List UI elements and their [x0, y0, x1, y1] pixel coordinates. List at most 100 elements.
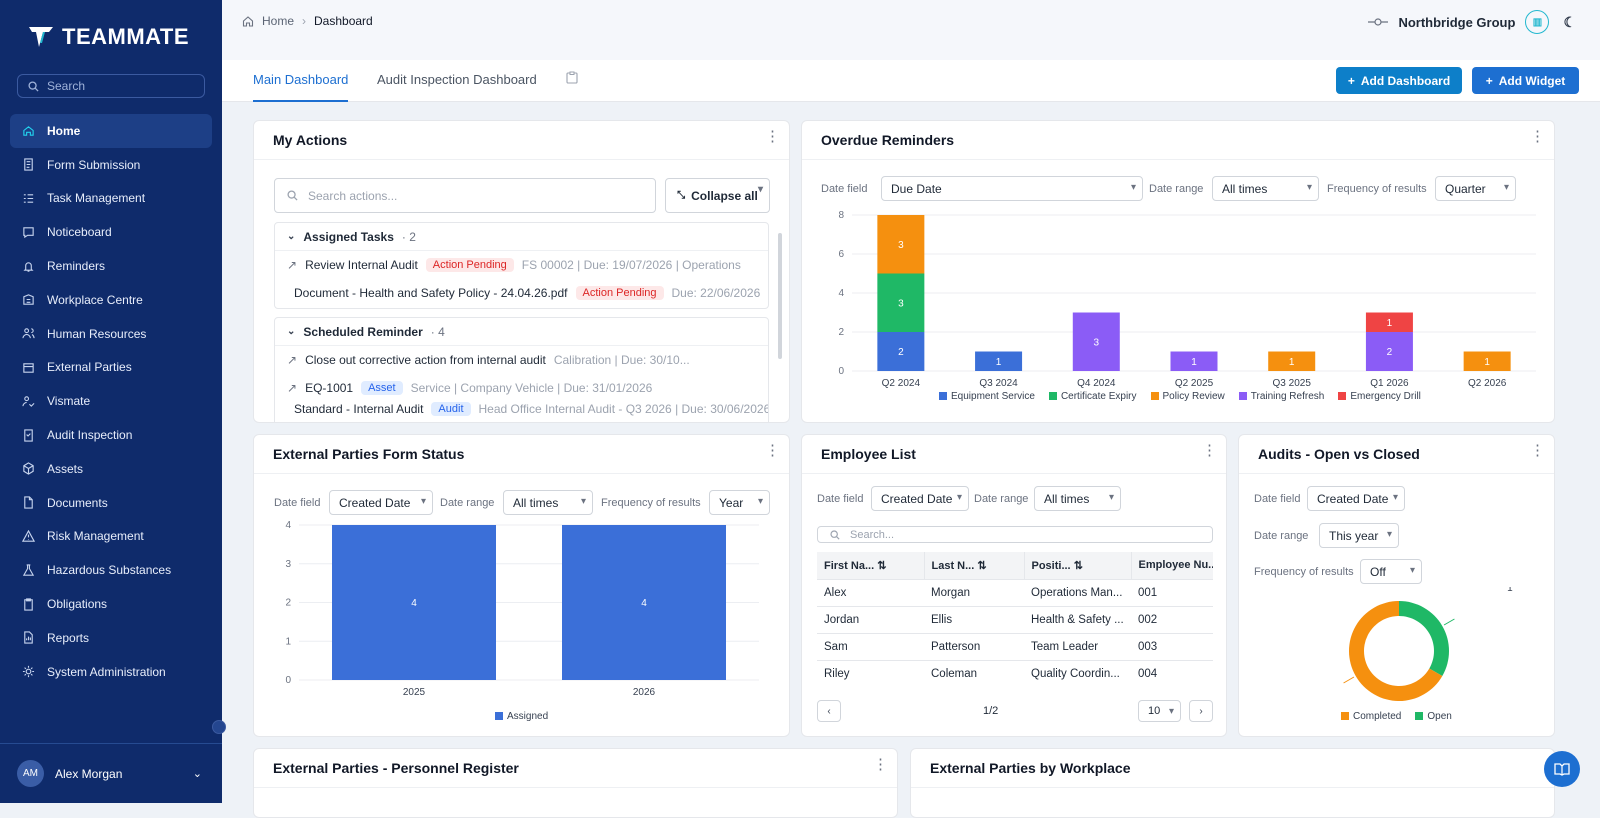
bar[interactable] [877, 215, 925, 274]
list-item[interactable]: Document - Health and Safety Policy - 24… [275, 279, 768, 307]
org-switcher[interactable]: Northbridge Group ▥ ☾ [1368, 10, 1576, 34]
sidebar-item-obligations[interactable]: Obligations [10, 587, 212, 621]
breadcrumb-home[interactable]: Home [262, 14, 295, 28]
date-range-select[interactable]: All times [1034, 486, 1121, 511]
sidebar-item-human-resources[interactable]: Human Resources [10, 317, 212, 351]
frequency-select[interactable]: Off [1360, 559, 1422, 584]
tab-main-dashboard[interactable]: Main Dashboard [253, 72, 349, 102]
bar[interactable] [1072, 312, 1120, 372]
status-badge: Action Pending [425, 258, 514, 272]
sidebar-item-documents[interactable]: Documents [10, 486, 212, 520]
bar[interactable] [1268, 351, 1316, 372]
legend-item[interactable]: Certificate Expiry [1048, 391, 1137, 402]
employee-search-input[interactable]: Search... [817, 526, 1213, 543]
slice-value-label: 1 [1507, 587, 1513, 594]
column-header-last-name[interactable]: Last N... ⇅ [924, 552, 1025, 579]
legend-item[interactable]: Open [1415, 711, 1452, 722]
legend-item[interactable]: Training Refresh [1238, 391, 1324, 402]
sidebar-search-input[interactable]: Search [17, 74, 205, 98]
sidebar-collapse-handle[interactable] [212, 720, 226, 734]
pie-slice[interactable] [1349, 601, 1443, 701]
sidebar-item-task-management[interactable]: Task Management [10, 182, 212, 216]
collapse-all-button[interactable]: ⤡ Collapse all [665, 178, 770, 213]
sidebar-item-audit-inspection[interactable]: Audit Inspection [10, 418, 212, 452]
table-row[interactable]: Sam Patterson Team Leader 003 [817, 632, 1213, 660]
plus-icon: + [1347, 73, 1355, 88]
sidebar-item-vismate[interactable]: Vismate [10, 384, 212, 418]
bar[interactable] [1463, 351, 1511, 372]
sidebar-item-home[interactable]: Home [10, 114, 212, 148]
sidebar-item-system-administration[interactable]: System Administration [10, 655, 212, 689]
column-header-employee-number[interactable]: Employee Nu... [1131, 552, 1213, 579]
tab-audit-inspection-dashboard[interactable]: Audit Inspection Dashboard [377, 72, 537, 87]
sidebar-item-form-submission[interactable]: Form Submission [10, 148, 212, 182]
sidebar-item-hazardous-substances[interactable]: Hazardous Substances [10, 553, 212, 587]
list-item[interactable]: ↗ Close out corrective action from inter… [275, 346, 768, 374]
user-menu[interactable]: AM Alex Morgan ⌄ [0, 743, 222, 803]
app-logo[interactable]: TEAMMATE [28, 24, 189, 50]
table-row[interactable]: Alex Morgan Operations Man... 001 [817, 578, 1213, 606]
bar[interactable] [975, 351, 1023, 372]
add-widget-button[interactable]: + Add Widget [1472, 67, 1579, 94]
legend-item[interactable]: Assigned [495, 711, 548, 722]
column-header-position[interactable]: Positi... ⇅ [1024, 552, 1132, 579]
legend-item[interactable]: Emergency Drill [1338, 391, 1421, 402]
moon-icon[interactable]: ☾ [1563, 13, 1576, 30]
help-book-button[interactable] [1544, 751, 1580, 787]
bar[interactable] [1365, 332, 1413, 371]
sidebar-item-external-parties[interactable]: External Parties [10, 351, 212, 385]
more-vertical-icon[interactable]: ⋮ [873, 756, 888, 773]
page-size-select[interactable]: 10 [1138, 700, 1181, 722]
frequency-select[interactable]: Year [709, 490, 770, 515]
bar[interactable] [877, 273, 925, 333]
more-vertical-icon[interactable]: ⋮ [765, 128, 780, 145]
date-field-select[interactable]: Created Date [871, 486, 969, 511]
sidebar-item-reminders[interactable]: Reminders [10, 249, 212, 283]
personnel-register-card: External Parties - Personnel Register ⋮ [253, 748, 898, 818]
bar[interactable] [1170, 351, 1218, 372]
sidebar-item-assets[interactable]: Assets [10, 452, 212, 486]
legend-item[interactable]: Policy Review [1150, 391, 1225, 402]
sidebar-item-reports[interactable]: Reports [10, 621, 212, 655]
date-range-select[interactable]: This year [1319, 523, 1399, 548]
scrollbar[interactable] [778, 233, 782, 359]
date-field-select[interactable]: Created Date [1307, 486, 1405, 511]
date-field-select[interactable]: Created Date [329, 490, 433, 515]
column-header-first-name[interactable]: First Na... ⇅ [817, 552, 925, 579]
assigned-tasks-header[interactable]: ⌄ Assigned Tasks · 2 [275, 223, 768, 251]
more-vertical-icon[interactable]: ⋮ [1202, 442, 1217, 459]
sidebar-item-noticeboard[interactable]: Noticeboard [10, 215, 212, 249]
prev-page-button[interactable]: ‹ [817, 700, 841, 722]
more-vertical-icon[interactable]: ⋮ [1530, 442, 1545, 459]
add-dashboard-button[interactable]: + Add Dashboard [1336, 67, 1462, 94]
date-field-select[interactable]: Due Date [881, 176, 1143, 201]
legend-item[interactable]: Completed [1341, 711, 1401, 722]
scheduled-reminder-header[interactable]: ⌄ Scheduled Reminder · 4 [275, 318, 768, 346]
sidebar-item-workplace-centre[interactable]: Workplace Centre [10, 283, 212, 317]
date-range-select[interactable]: All times [1212, 176, 1319, 201]
list-item[interactable]: Standard - Internal Audit Audit Head Off… [275, 402, 768, 416]
list-item[interactable]: ↗ EQ-1001 Asset Service | Company Vehicl… [275, 374, 768, 402]
org-name: Northbridge Group [1398, 14, 1516, 30]
more-vertical-icon[interactable]: ⋮ [1530, 128, 1545, 145]
book-icon[interactable]: ▥ [1525, 10, 1550, 34]
list-item[interactable]: ↗ Review Internal Audit Action Pending F… [275, 251, 768, 279]
clipboard-icon[interactable] [566, 71, 578, 101]
bar[interactable] [877, 332, 925, 371]
bar[interactable] [1365, 312, 1413, 333]
more-vertical-icon[interactable]: ⋮ [765, 442, 780, 459]
sidebar-item-label: Risk Management [47, 529, 144, 544]
table-row[interactable]: Riley Coleman Quality Coordin... 004 [817, 659, 1213, 687]
date-range-label: Date range [440, 497, 495, 509]
actions-search-input[interactable]: Search actions... [274, 178, 656, 213]
frequency-select[interactable]: Quarter [1435, 176, 1516, 201]
next-page-button[interactable]: › [1189, 700, 1213, 722]
sort-icon: ⇅ [977, 559, 987, 572]
pie-slice[interactable] [1399, 601, 1449, 676]
table-row[interactable]: Jordan Ellis Health & Safety ... 002 [817, 605, 1213, 633]
legend-item[interactable]: Equipment Service [939, 391, 1035, 402]
date-range-select[interactable]: All times [503, 490, 593, 515]
bar[interactable] [332, 525, 496, 680]
bar[interactable] [562, 525, 726, 680]
sidebar-item-risk-management[interactable]: Risk Management [10, 520, 212, 554]
